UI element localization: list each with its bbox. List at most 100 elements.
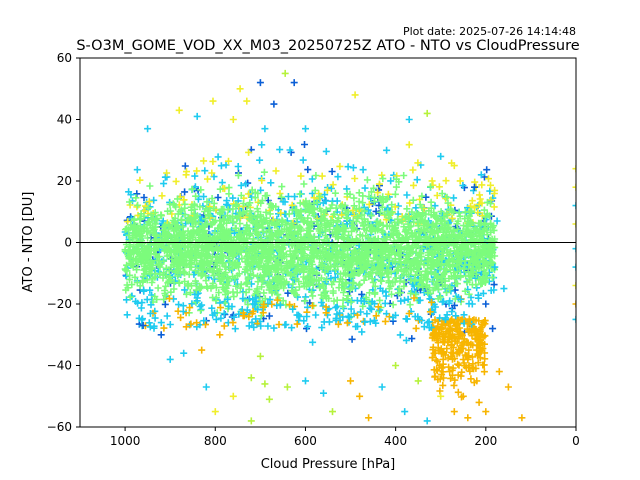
data-point [344, 292, 352, 300]
data-point [414, 313, 422, 321]
data-point [248, 217, 255, 225]
data-point [412, 271, 419, 279]
data-point [329, 289, 337, 297]
data-point [347, 298, 355, 306]
data-point [375, 209, 383, 217]
data-point [208, 195, 216, 202]
data-point [438, 220, 446, 228]
data-point [159, 274, 167, 282]
data-point [409, 196, 417, 204]
data-point [134, 201, 142, 209]
data-point [128, 281, 136, 289]
data-point [177, 217, 185, 224]
data-point [135, 250, 143, 258]
data-point [447, 272, 455, 280]
data-point [378, 383, 386, 391]
data-point [486, 243, 494, 251]
data-point [464, 355, 472, 363]
data-point [433, 192, 441, 199]
data-point [456, 347, 464, 354]
data-point [317, 299, 325, 306]
data-point [216, 185, 224, 193]
data-point [224, 295, 232, 303]
data-point [225, 184, 233, 192]
data-point [320, 254, 328, 262]
data-point [447, 316, 455, 324]
data-point [285, 210, 293, 218]
data-point [190, 210, 198, 218]
data-point [198, 301, 206, 309]
data-point [141, 265, 149, 273]
data-point [447, 341, 455, 348]
data-point [437, 152, 445, 160]
data-point [139, 322, 147, 329]
data-point [430, 349, 438, 357]
data-point [413, 218, 421, 226]
data-point [202, 383, 210, 391]
data-point [278, 193, 285, 201]
data-point [166, 273, 174, 281]
data-point [392, 362, 400, 369]
data-point [273, 244, 281, 252]
data-point [335, 214, 342, 222]
data-point [339, 234, 347, 242]
data-point [335, 249, 343, 257]
data-point [465, 300, 473, 308]
data-point [148, 291, 156, 299]
data-point [218, 205, 226, 213]
data-point [290, 260, 298, 268]
data-point [344, 312, 352, 320]
data-point [396, 277, 404, 285]
data-point [339, 296, 347, 304]
chart-title: S-O3M_GOME_VOD_XX_M03_20250725Z ATO - NT… [76, 38, 579, 54]
data-point [187, 320, 195, 328]
data-point [412, 249, 420, 257]
data-point [468, 197, 476, 205]
data-point [151, 314, 159, 322]
data-point [518, 414, 526, 422]
data-point [297, 172, 305, 180]
data-point [446, 250, 454, 258]
data-point [230, 313, 238, 321]
data-point [346, 285, 354, 293]
data-point [358, 328, 366, 336]
data-point [466, 220, 474, 228]
data-point [471, 335, 479, 343]
data-point [304, 253, 312, 261]
data-point [266, 227, 274, 234]
data-point [385, 214, 393, 222]
data-point [181, 211, 189, 219]
data-point [453, 258, 461, 266]
data-point [371, 193, 379, 201]
data-point [448, 214, 456, 222]
data-point [437, 392, 445, 400]
data-point [260, 168, 268, 176]
data-point [422, 193, 430, 201]
data-point [296, 199, 304, 207]
data-point [277, 209, 285, 217]
data-point [371, 227, 379, 235]
data-point [334, 320, 342, 328]
data-point [413, 233, 421, 241]
data-point [331, 257, 339, 264]
data-point [322, 222, 330, 229]
data-point [334, 224, 342, 232]
data-point [125, 247, 132, 255]
data-point [462, 272, 470, 280]
data-point [211, 309, 219, 317]
data-point [363, 176, 371, 184]
data-point [454, 388, 462, 396]
data-point [450, 242, 458, 250]
data-point [157, 212, 165, 220]
data-point [368, 305, 375, 313]
data-point [274, 260, 282, 268]
data-point [220, 234, 228, 242]
data-point [406, 250, 414, 258]
data-point [469, 326, 477, 334]
data-point [336, 309, 344, 317]
data-point [378, 266, 386, 274]
data-point [153, 214, 161, 222]
data-point [480, 206, 488, 214]
data-point [239, 208, 247, 216]
data-point [383, 268, 391, 276]
